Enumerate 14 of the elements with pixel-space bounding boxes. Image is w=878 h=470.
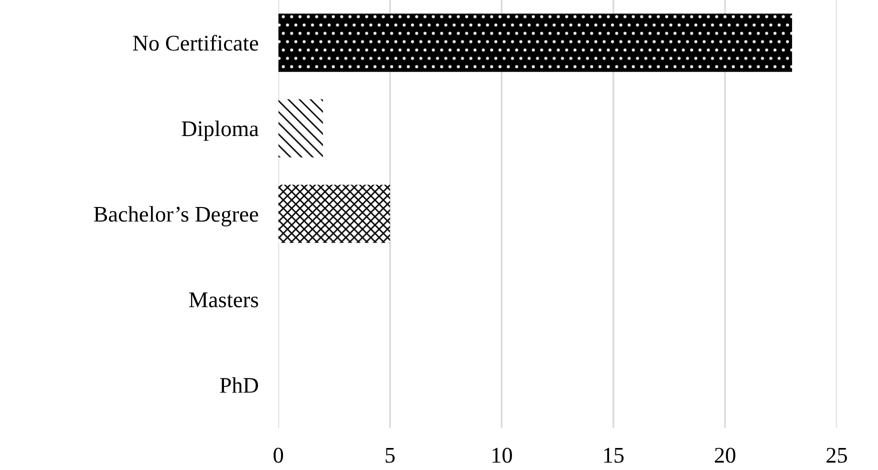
bar	[278, 184, 390, 243]
x-tick-label: 20	[714, 448, 736, 463]
x-tick-label: 0	[274, 448, 284, 463]
bar	[278, 14, 792, 72]
x-tick-label: 15	[604, 448, 624, 463]
x-tick-label: 25	[826, 448, 847, 463]
x-tick-label: 5	[386, 448, 395, 463]
x-tick-label: 10	[492, 448, 512, 463]
y-tick-label: PhD	[220, 377, 258, 393]
y-tick-label: No Certificate	[133, 34, 258, 51]
y-tick-label: Diploma	[182, 120, 259, 141]
bar	[278, 99, 323, 158]
y-tick-label: Masters	[189, 292, 258, 308]
y-tick-label: Bachelor’s Degree	[94, 206, 258, 226]
